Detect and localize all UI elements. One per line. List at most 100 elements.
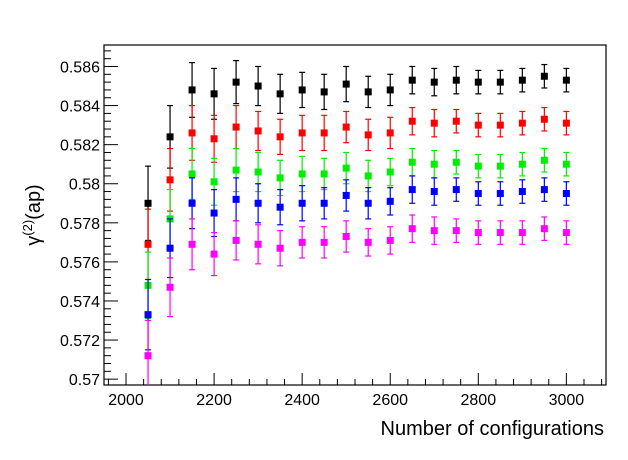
data-point bbox=[210, 250, 218, 258]
data-point bbox=[188, 199, 196, 207]
series-3 bbox=[144, 147, 570, 320]
data-point bbox=[540, 225, 548, 233]
data-point bbox=[166, 176, 174, 184]
y-tick-label: 0.572 bbox=[60, 333, 100, 350]
x-axis: 2000 2200 2400 2600 2800 3000 bbox=[107, 373, 603, 409]
data-point bbox=[452, 158, 460, 166]
data-point bbox=[496, 162, 504, 170]
data-point bbox=[276, 244, 284, 252]
data-point bbox=[254, 168, 262, 176]
data-point bbox=[298, 86, 306, 94]
data-point bbox=[474, 229, 482, 237]
data-point bbox=[562, 160, 570, 168]
data-point bbox=[408, 225, 416, 233]
data-point bbox=[540, 72, 548, 80]
series-2 bbox=[144, 104, 570, 281]
data-point bbox=[210, 135, 218, 143]
data-point bbox=[276, 90, 284, 98]
data-point bbox=[188, 129, 196, 137]
data-point bbox=[408, 158, 416, 166]
data-point bbox=[254, 199, 262, 207]
data-point bbox=[540, 186, 548, 194]
data-point bbox=[210, 90, 218, 98]
data-point bbox=[540, 156, 548, 164]
series-layer bbox=[144, 60, 570, 385]
data-point bbox=[474, 162, 482, 170]
x-tick-label: 2800 bbox=[461, 392, 497, 409]
data-point bbox=[518, 188, 526, 196]
data-point bbox=[364, 199, 372, 207]
x-tick-label: 2200 bbox=[196, 392, 232, 409]
data-point bbox=[452, 186, 460, 194]
data-point bbox=[210, 209, 218, 217]
y-tick-label: 0.574 bbox=[60, 294, 100, 311]
y-tick-label: 0.58 bbox=[69, 177, 100, 194]
data-point bbox=[386, 197, 394, 205]
x-tick-label: 2400 bbox=[284, 392, 320, 409]
data-point bbox=[232, 166, 240, 174]
data-point bbox=[386, 129, 394, 137]
plot-frame bbox=[103, 44, 607, 386]
data-point bbox=[518, 229, 526, 237]
y-axis-label: γ(2)(ap) bbox=[20, 184, 45, 245]
data-point bbox=[144, 199, 152, 207]
data-point bbox=[188, 86, 196, 94]
series-5 bbox=[144, 214, 570, 385]
data-point bbox=[232, 78, 240, 86]
data-point bbox=[408, 186, 416, 194]
data-point bbox=[430, 160, 438, 168]
data-point bbox=[342, 80, 350, 88]
y-tick-label: 0.586 bbox=[60, 59, 100, 76]
data-point bbox=[562, 119, 570, 127]
x-tick-label: 3000 bbox=[549, 392, 585, 409]
data-point bbox=[342, 191, 350, 199]
data-point bbox=[562, 76, 570, 84]
data-point bbox=[496, 229, 504, 237]
data-point bbox=[408, 117, 416, 125]
data-point bbox=[232, 195, 240, 203]
data-point bbox=[342, 232, 350, 240]
data-point bbox=[496, 121, 504, 129]
data-point bbox=[298, 129, 306, 137]
data-point bbox=[342, 164, 350, 172]
data-point bbox=[232, 236, 240, 244]
data-point bbox=[474, 190, 482, 198]
data-point bbox=[430, 78, 438, 86]
data-point bbox=[518, 76, 526, 84]
data-point bbox=[254, 240, 262, 248]
data-point bbox=[144, 240, 152, 248]
y-axis: 0.57 0.572 0.574 0.576 0.578 0.58 0.582 0.584 0.… bbox=[60, 50, 118, 389]
data-point bbox=[364, 238, 372, 246]
y-tick-label: 0.582 bbox=[60, 138, 100, 155]
data-point bbox=[452, 117, 460, 125]
data-point bbox=[166, 133, 174, 141]
data-point bbox=[166, 283, 174, 291]
data-point bbox=[320, 238, 328, 246]
data-point bbox=[518, 119, 526, 127]
data-point bbox=[518, 160, 526, 168]
data-point bbox=[320, 129, 328, 137]
data-point bbox=[276, 203, 284, 211]
data-point bbox=[496, 190, 504, 198]
data-point bbox=[386, 168, 394, 176]
data-point bbox=[364, 88, 372, 96]
data-point bbox=[232, 123, 240, 131]
data-point bbox=[540, 115, 548, 123]
data-point bbox=[364, 131, 372, 139]
data-point bbox=[298, 199, 306, 207]
data-point bbox=[342, 123, 350, 131]
data-point bbox=[188, 170, 196, 178]
data-point bbox=[562, 190, 570, 198]
data-point bbox=[254, 82, 262, 90]
series-4 bbox=[144, 175, 570, 351]
data-point bbox=[408, 76, 416, 84]
data-point bbox=[254, 127, 262, 135]
y-tick-label: 0.578 bbox=[60, 216, 100, 233]
data-point bbox=[386, 236, 394, 244]
y-axis-label-superscript: (2) bbox=[20, 220, 35, 236]
data-point bbox=[430, 227, 438, 235]
data-point bbox=[496, 78, 504, 86]
y-axis-label-rest: (ap) bbox=[23, 184, 45, 220]
y-axis-label-symbol: γ bbox=[23, 236, 45, 246]
